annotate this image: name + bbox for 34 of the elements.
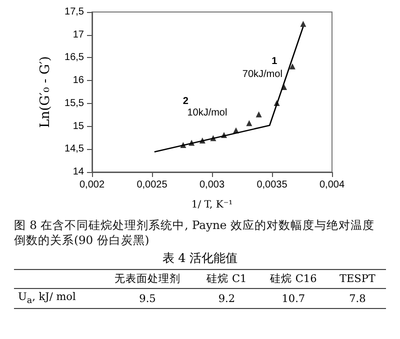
- text: TESPT: [328, 270, 386, 288]
- y-tick-label: 14: [72, 166, 84, 178]
- annotation: 1: [272, 56, 278, 68]
- text: 9.5: [99, 288, 196, 309]
- point: [246, 120, 252, 126]
- x-axis-title: 1/ T, K⁻¹: [191, 200, 233, 210]
- y-tick-label: 16,5: [64, 52, 84, 64]
- annotation: 10kJ/mol: [187, 107, 228, 118]
- text: 无表面处理剂: [99, 270, 196, 288]
- text: 表 4 活化能值: [161, 250, 239, 267]
- y-tick-label: 15,5: [64, 98, 84, 109]
- point: [289, 63, 296, 70]
- x-tick-label: 0,0025: [136, 180, 168, 190]
- y-tick-label: 14,5: [64, 144, 84, 155]
- text: 10.7: [258, 288, 329, 309]
- y-tick-label: 17,5: [64, 6, 84, 18]
- y-axis-title: Ln(G′₀ - G′): [38, 56, 53, 128]
- x-tick-label: 0,003: [199, 180, 225, 190]
- y-tick-label: 16: [72, 75, 84, 86]
- y-tick-label: 17: [72, 29, 84, 40]
- text: 硅烷 C1: [196, 270, 258, 288]
- point: [300, 20, 306, 27]
- y-tick-label: 15: [72, 120, 84, 132]
- text: 9.2: [196, 288, 258, 309]
- text: U$_{a}$, kJ/ mol: [14, 288, 100, 309]
- point: [256, 111, 262, 118]
- x-tick-label: 0,002: [79, 180, 105, 190]
- annotation: 2: [182, 96, 189, 108]
- annotation: 70kJ/mol: [242, 68, 282, 80]
- x-tick-label: 0,0035: [256, 180, 288, 190]
- text: 硅烷 C16: [258, 270, 329, 288]
- x-tick-label: 0,004: [319, 180, 345, 190]
- caption: 图 8 在含不同硅烷处理剂系统中, Payne 效应的对数幅度与绝对温度倒数的关系(90 份白炭黑): [14, 218, 376, 248]
- text: 7.8: [328, 288, 386, 309]
